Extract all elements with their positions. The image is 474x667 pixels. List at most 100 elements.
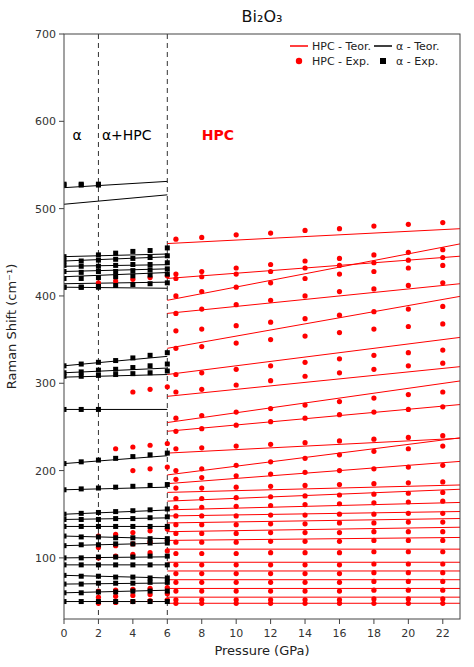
exp-point bbox=[130, 273, 135, 278]
exp-point bbox=[302, 562, 307, 567]
exp-point bbox=[113, 589, 118, 594]
legend-label: α - Exp. bbox=[396, 55, 438, 68]
exp-point bbox=[440, 479, 445, 484]
exp-point bbox=[148, 267, 153, 272]
y-tick-label: 100 bbox=[35, 552, 56, 565]
y-tick-label: 600 bbox=[35, 115, 56, 128]
exp-point bbox=[440, 263, 445, 268]
exp-point bbox=[406, 363, 411, 368]
exp-point bbox=[130, 593, 135, 598]
exp-point bbox=[440, 280, 445, 285]
exp-point bbox=[199, 235, 204, 240]
exp-point bbox=[337, 520, 342, 525]
legend-swatch bbox=[290, 45, 308, 47]
exp-point bbox=[234, 485, 239, 490]
exp-point bbox=[337, 313, 342, 318]
exp-point bbox=[113, 372, 118, 377]
exp-point bbox=[173, 293, 178, 298]
exp-point bbox=[302, 276, 307, 281]
exp-point bbox=[337, 412, 342, 417]
marks bbox=[64, 34, 460, 619]
exp-point bbox=[406, 350, 411, 355]
exp-point bbox=[173, 429, 178, 434]
exp-point bbox=[440, 538, 445, 543]
exp-point bbox=[79, 407, 84, 412]
exp-point bbox=[302, 601, 307, 606]
exp-point bbox=[165, 482, 170, 487]
exp-point bbox=[148, 353, 153, 358]
x-tick bbox=[339, 619, 340, 624]
exp-point bbox=[79, 599, 84, 604]
exp-point bbox=[268, 601, 273, 606]
exp-point bbox=[337, 289, 342, 294]
exp-point bbox=[79, 555, 84, 560]
exp-point bbox=[371, 492, 376, 497]
exp-point bbox=[148, 370, 153, 375]
exp-point bbox=[96, 581, 101, 586]
x-tick bbox=[201, 619, 202, 624]
exp-point bbox=[302, 360, 307, 365]
exp-point bbox=[165, 580, 170, 585]
exp-point bbox=[302, 316, 307, 321]
chart: 0246810121416182022100200300400500600700… bbox=[0, 0, 474, 667]
exp-point bbox=[148, 599, 153, 604]
exp-point bbox=[406, 588, 411, 593]
exp-point bbox=[268, 471, 273, 476]
exp-point bbox=[96, 555, 101, 560]
exp-point bbox=[337, 356, 342, 361]
exp-point bbox=[165, 245, 170, 250]
y-tick-label: 700 bbox=[35, 28, 56, 41]
exp-point bbox=[337, 601, 342, 606]
exp-point bbox=[268, 280, 273, 285]
exp-point bbox=[406, 519, 411, 524]
exp-point bbox=[199, 601, 204, 606]
exp-point bbox=[113, 274, 118, 279]
exp-point bbox=[337, 438, 342, 443]
x-tick bbox=[98, 619, 99, 624]
x-tick-label: 10 bbox=[229, 627, 243, 640]
exp-point bbox=[371, 353, 376, 358]
exp-point bbox=[148, 272, 153, 277]
y-tick bbox=[59, 34, 64, 35]
y-tick bbox=[59, 295, 64, 296]
exp-point bbox=[113, 554, 118, 559]
exp-point bbox=[148, 524, 153, 529]
exp-point bbox=[337, 399, 342, 404]
exp-point bbox=[173, 540, 178, 545]
exp-point bbox=[199, 289, 204, 294]
exp-point bbox=[234, 285, 239, 290]
y-tick bbox=[59, 383, 64, 384]
exp-point bbox=[371, 466, 376, 471]
exp-point bbox=[234, 580, 239, 585]
exp-point bbox=[406, 250, 411, 255]
exp-point bbox=[130, 365, 135, 370]
exp-point bbox=[268, 363, 273, 368]
exp-point bbox=[406, 601, 411, 606]
exp-point bbox=[113, 358, 118, 363]
exp-point bbox=[199, 540, 204, 545]
exp-point bbox=[173, 477, 178, 482]
exp-point bbox=[371, 449, 376, 454]
exp-point bbox=[148, 575, 153, 580]
exp-point bbox=[79, 285, 84, 290]
exp-point bbox=[130, 256, 135, 261]
exp-point bbox=[268, 320, 273, 325]
exp-point bbox=[302, 265, 307, 270]
exp-point bbox=[440, 601, 445, 606]
exp-point bbox=[148, 554, 153, 559]
exp-point bbox=[268, 337, 273, 342]
exp-point bbox=[440, 389, 445, 394]
x-tick-label: 20 bbox=[401, 627, 415, 640]
exp-point bbox=[165, 506, 170, 511]
exp-point bbox=[234, 382, 239, 387]
y-tick-label: 400 bbox=[35, 290, 56, 303]
exp-point bbox=[199, 531, 204, 536]
exp-point bbox=[371, 570, 376, 575]
plot-area bbox=[64, 34, 460, 619]
exp-point bbox=[148, 589, 153, 594]
exp-point bbox=[234, 473, 239, 478]
exp-point bbox=[165, 541, 170, 546]
exp-point bbox=[130, 249, 135, 254]
exp-point bbox=[113, 562, 118, 567]
exp-point bbox=[440, 304, 445, 309]
